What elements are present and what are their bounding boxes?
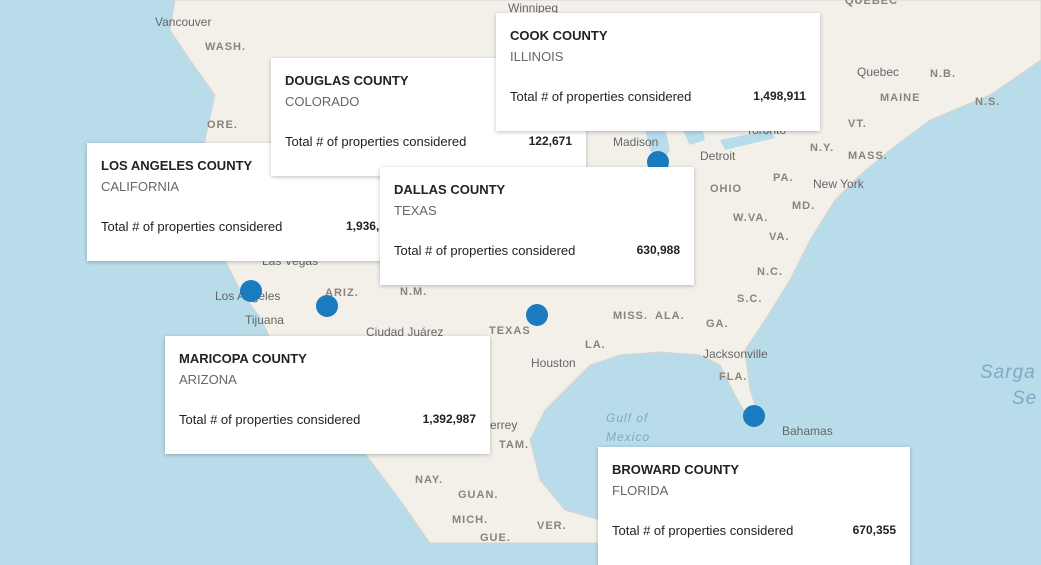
popup-value: 1,392,987: [422, 412, 476, 426]
popup-row: Total # of properties considered 630,988: [394, 243, 680, 258]
map-label: Mexico: [606, 430, 650, 444]
county-popup: LOS ANGELES COUNTY CALIFORNIA Total # of p…: [87, 143, 400, 261]
map-label: N.Y.: [810, 142, 834, 154]
popup-value: 670,355: [852, 523, 896, 537]
map-label: NAY.: [415, 474, 443, 486]
county-popup: DALLAS COUNTY TEXAS Total # of properties …: [380, 167, 694, 285]
map-label: Se: [1012, 388, 1037, 409]
map-label: N.M.: [400, 286, 427, 298]
popup-value: 1,936,1: [345, 219, 386, 233]
county-popup: MARICOPA COUNTY ARIZONA Total # of propert…: [165, 336, 490, 454]
location-marker[interactable]: [743, 405, 765, 427]
map-label: FLA.: [719, 371, 747, 383]
popup-title: COOK COUNTY: [510, 28, 608, 43]
page: Vancouver WASH. ORE. Winnipeg QUEBEC Quebec N.…: [87, 0, 1041, 565]
map-label: Ciudad Juárez: [366, 325, 443, 339]
map-label: VER.: [537, 520, 567, 532]
popup-label: Total # of properties considered: [179, 412, 361, 427]
map-label: TEXAS: [489, 325, 531, 337]
location-marker[interactable]: [240, 280, 262, 302]
map-label: Bahamas: [782, 424, 833, 438]
map-label: ARIZ.: [325, 287, 359, 299]
map-label: Jacksonville: [703, 347, 768, 361]
map-label: MISS.: [613, 310, 648, 322]
popup-subtitle: ARIZONA: [179, 372, 237, 387]
popup-value: 630,988: [636, 243, 680, 257]
popup-subtitle: CALIFORNIA: [101, 179, 180, 194]
map-label: VA.: [769, 231, 790, 243]
map-label: MD.: [792, 200, 815, 212]
popup-label: Total # of properties considered: [285, 134, 467, 149]
map-label: Sarga: [980, 362, 1036, 383]
popup-row: Total # of properties considered 1,392,98…: [179, 412, 476, 427]
popup-row: Total # of properties considered 122,671: [285, 134, 572, 149]
map-label: QUEBEC: [845, 0, 898, 7]
popup-label: Total # of properties considered: [394, 243, 576, 258]
popup-label: Total # of properties considered: [101, 219, 283, 234]
map-label: MICH.: [452, 514, 488, 526]
map-label: Winnipeg: [508, 1, 558, 15]
map-label: Detroit: [700, 149, 736, 163]
popup-title: LOS ANGELES COUNTY: [101, 158, 253, 173]
map-label: Gulf of: [606, 411, 649, 425]
map-label: W.VA.: [733, 212, 768, 224]
map-label: VT.: [848, 118, 867, 130]
popup-title: BROWARD COUNTY: [612, 462, 740, 477]
map-label: Houston: [531, 356, 576, 370]
location-marker[interactable]: [316, 295, 338, 317]
map-label: ORE.: [207, 119, 238, 131]
county-popup: COOK COUNTY ILLINOIS Total # of properties…: [496, 13, 820, 131]
popup-row: Total # of properties considered 1,498,91…: [510, 89, 806, 104]
map-label: ALA.: [655, 310, 685, 322]
popup-row: Total # of properties considered 1,936,1: [101, 219, 386, 234]
map-label: GUAN.: [458, 489, 498, 501]
map-label: S.C.: [737, 293, 762, 305]
map-label: MASS.: [848, 150, 888, 162]
map-label: New York: [813, 177, 865, 191]
popup-value: 122,671: [528, 134, 572, 148]
map-label: GA.: [706, 318, 729, 330]
county-popup: BROWARD COUNTY FLORIDA Total # of properti…: [598, 447, 910, 565]
map-label: OHIO: [710, 183, 742, 195]
popup-subtitle: TEXAS: [394, 203, 437, 218]
map-label: WASH.: [205, 41, 246, 53]
popup-value: 1,498,911: [753, 89, 806, 103]
map-label: Quebec: [857, 65, 899, 79]
popup-subtitle: FLORIDA: [612, 483, 669, 498]
map-label: Vancouver: [155, 15, 211, 29]
popup-title: MARICOPA COUNTY: [179, 351, 307, 366]
popup-label: Total # of properties considered: [510, 89, 692, 104]
map-label: TAM.: [499, 439, 529, 451]
map-label: Madison: [613, 135, 658, 149]
map-label: N.C.: [757, 266, 783, 278]
map-label: PA.: [773, 172, 794, 184]
popup-subtitle: COLORADO: [285, 94, 360, 109]
map-label: Tijuana: [245, 313, 284, 327]
popup-subtitle: ILLINOIS: [510, 49, 564, 64]
map-label: LA.: [585, 339, 606, 351]
map-label: N.S.: [975, 96, 1000, 108]
location-marker[interactable]: [526, 304, 548, 326]
popup-title: DALLAS COUNTY: [394, 182, 506, 197]
popup-title: DOUGLAS COUNTY: [285, 73, 409, 88]
popup-label: Total # of properties considered: [612, 523, 794, 538]
map-label: MAINE: [880, 92, 920, 104]
map-label: errey: [490, 418, 517, 432]
map-label: N.B.: [930, 68, 956, 80]
map-label: GUE.: [480, 532, 511, 543]
popup-row: Total # of properties considered 670,355: [612, 523, 896, 538]
